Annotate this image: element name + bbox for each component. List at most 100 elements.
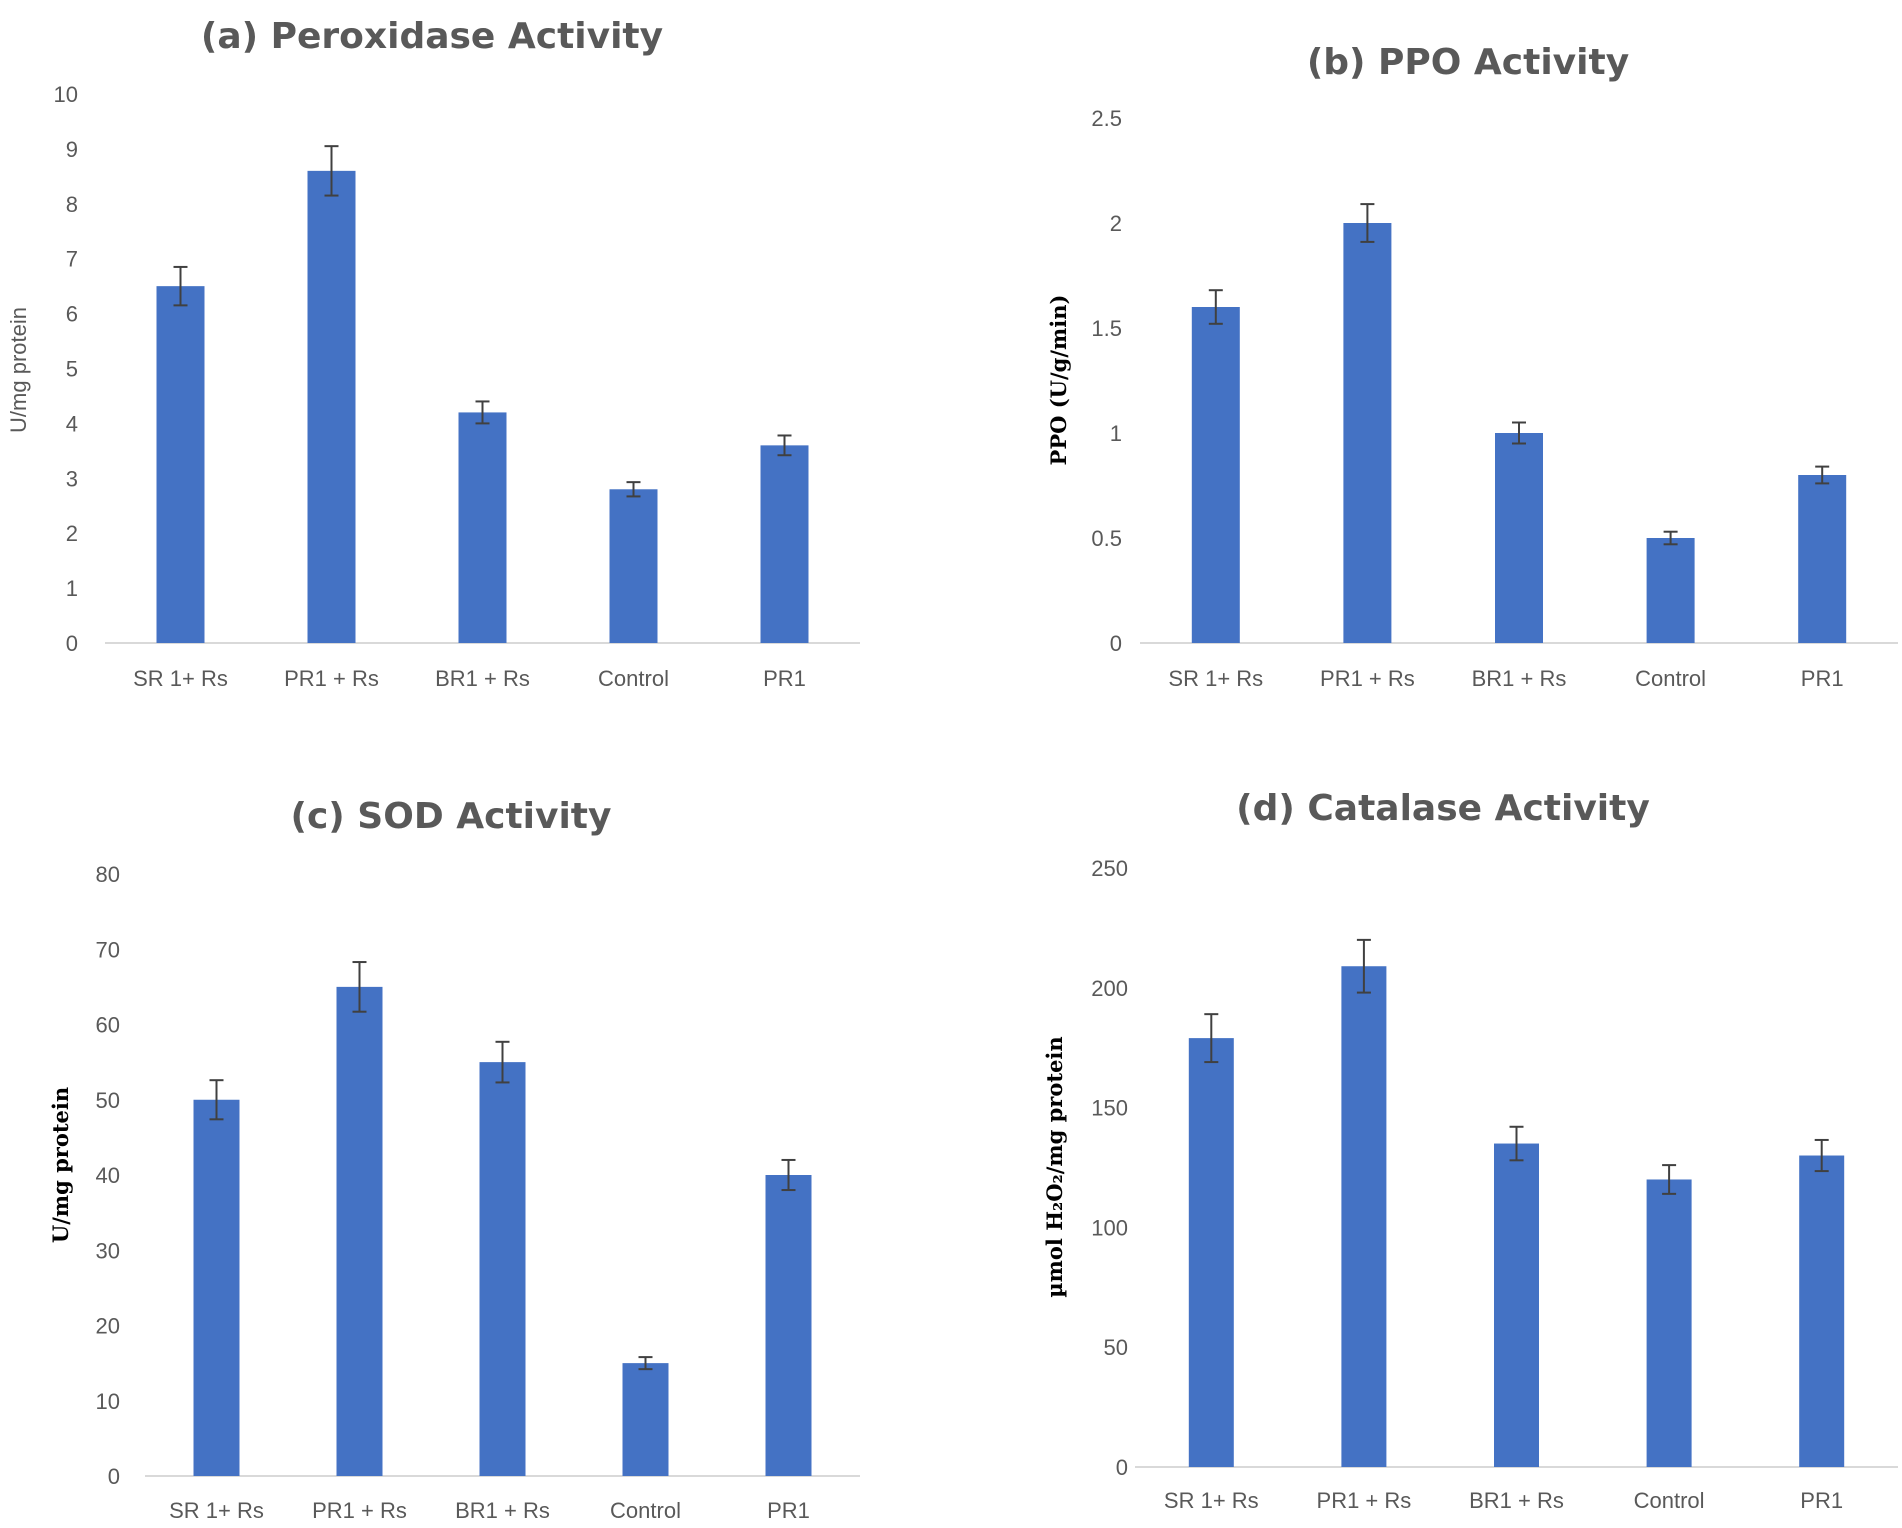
x-tick-label: PR1 + Rs xyxy=(1317,1488,1412,1513)
x-tick-label: BR1 + Rs xyxy=(1472,666,1567,691)
error-bar xyxy=(1360,203,1375,243)
bar xyxy=(1188,1038,1234,1467)
y-tick-label: 2.5 xyxy=(1091,106,1122,131)
error-bar xyxy=(626,481,641,498)
chart-title: (c) SOD Activity xyxy=(291,796,612,837)
error-bar xyxy=(1204,1013,1219,1064)
bar xyxy=(156,286,205,643)
y-tick-label: 40 xyxy=(96,1163,120,1188)
y-tick-label: 7 xyxy=(66,247,78,272)
y-tick-label: 4 xyxy=(66,411,78,436)
x-tick-label: SR 1+ Rs xyxy=(169,1498,264,1523)
y-tick-label: 50 xyxy=(96,1088,120,1113)
x-tick-label: BR1 + Rs xyxy=(1469,1488,1564,1513)
error-bar xyxy=(1663,530,1678,546)
y-tick-label: 250 xyxy=(1091,856,1128,881)
bar xyxy=(1494,1143,1539,1467)
error-bar xyxy=(1815,465,1830,485)
x-tick-label: SR 1+ Rs xyxy=(133,666,228,691)
y-tick-label: 200 xyxy=(1091,976,1128,1001)
x-tick-label: Control xyxy=(1635,666,1706,691)
y-tick-label: 0 xyxy=(1110,631,1122,656)
x-tick-label: PR1 + Rs xyxy=(1320,666,1415,691)
y-axis-label: U/mg protein xyxy=(6,307,31,433)
bar xyxy=(765,1175,812,1476)
bar xyxy=(1341,966,1387,1467)
y-tick-label: 10 xyxy=(96,1389,120,1414)
y-tick-label: 3 xyxy=(66,466,78,491)
x-tick-label: BR1 + Rs xyxy=(435,666,530,691)
bar xyxy=(1798,475,1847,643)
y-tick-label: 1 xyxy=(1110,421,1122,446)
y-tick-label: 60 xyxy=(96,1013,120,1038)
bar xyxy=(1799,1155,1845,1467)
y-tick-label: 5 xyxy=(66,357,78,382)
y-tick-label: 8 xyxy=(66,192,78,217)
x-tick-label: PR1 + Rs xyxy=(312,1498,407,1523)
chart-title: (d) Catalase Activity xyxy=(1236,788,1650,829)
y-tick-label: 2 xyxy=(1110,211,1122,236)
panel-c-sod: (c) SOD Activity U/mg protein 0 10 20 30 40 5… xyxy=(48,796,860,1523)
y-tick-label: 50 xyxy=(1104,1335,1128,1360)
x-tick-label: PR1 xyxy=(763,666,806,691)
y-tick-label: 150 xyxy=(1091,1096,1128,1121)
error-bar xyxy=(1509,1125,1524,1162)
error-bar xyxy=(209,1079,224,1121)
bar xyxy=(193,1099,240,1476)
bar xyxy=(1646,538,1695,643)
error-bar xyxy=(638,1356,653,1371)
x-tick-label: PR1 + Rs xyxy=(284,666,379,691)
y-tick-label: 0 xyxy=(66,631,78,656)
x-tick-label: PR1 xyxy=(1801,666,1844,691)
y-tick-label: 1 xyxy=(66,576,78,601)
error-bar xyxy=(1356,938,1371,994)
x-tick-label: Control xyxy=(1634,1488,1705,1513)
y-tick-label: 9 xyxy=(66,137,78,162)
y-tick-label: 0.5 xyxy=(1091,526,1122,551)
bar xyxy=(622,1363,669,1476)
error-bar xyxy=(352,961,367,1013)
x-tick-label: PR1 xyxy=(1800,1488,1843,1513)
y-axis-label: µmol H₂O₂/mg protein xyxy=(1042,1036,1067,1297)
bar xyxy=(760,445,809,643)
y-tick-label: 10 xyxy=(54,82,78,107)
y-tick-label: 70 xyxy=(96,937,120,962)
bar xyxy=(1646,1179,1692,1467)
bar xyxy=(307,170,356,644)
x-tick-label: SR 1+ Rs xyxy=(1164,1488,1259,1513)
y-tick-label: 2 xyxy=(66,521,78,546)
bar xyxy=(1495,433,1543,643)
error-bar xyxy=(1814,1138,1829,1173)
error-bar xyxy=(324,145,339,197)
bar xyxy=(479,1062,526,1476)
y-tick-label: 80 xyxy=(96,862,120,887)
x-tick-label: PR1 xyxy=(767,1498,810,1523)
y-tick-label: 100 xyxy=(1091,1215,1128,1240)
error-bar xyxy=(173,265,188,307)
x-tick-label: Control xyxy=(598,666,669,691)
chart-title: (a) Peroxidase Activity xyxy=(201,16,663,57)
x-tick-label: BR1 + Rs xyxy=(455,1498,550,1523)
y-tick-label: 1.5 xyxy=(1091,316,1122,341)
panel-d-catalase: (d) Catalase Activity µmol H₂O₂/mg prote… xyxy=(1042,788,1898,1513)
y-tick-label: 0 xyxy=(108,1464,120,1489)
y-tick-label: 30 xyxy=(96,1238,120,1263)
error-bar xyxy=(1208,289,1223,325)
error-bar xyxy=(777,434,792,457)
x-tick-label: Control xyxy=(610,1498,681,1523)
panel-a-peroxidase: (a) Peroxidase Activity U/mg protein 0 1 2… xyxy=(6,16,860,691)
y-tick-label: 6 xyxy=(66,302,78,327)
chart-title: (b) PPO Activity xyxy=(1307,42,1629,83)
bar xyxy=(609,489,658,643)
error-bar xyxy=(495,1040,510,1084)
bar xyxy=(1343,223,1392,643)
y-axis-label: U/mg protein xyxy=(48,1087,73,1243)
bar xyxy=(1191,307,1240,643)
bar xyxy=(336,986,383,1476)
error-bar xyxy=(1512,421,1526,445)
y-axis-label: PPO (U/g/min) xyxy=(1046,295,1071,466)
error-bar xyxy=(781,1158,796,1192)
x-tick-label: SR 1+ Rs xyxy=(1168,666,1263,691)
y-tick-label: 20 xyxy=(96,1314,120,1339)
